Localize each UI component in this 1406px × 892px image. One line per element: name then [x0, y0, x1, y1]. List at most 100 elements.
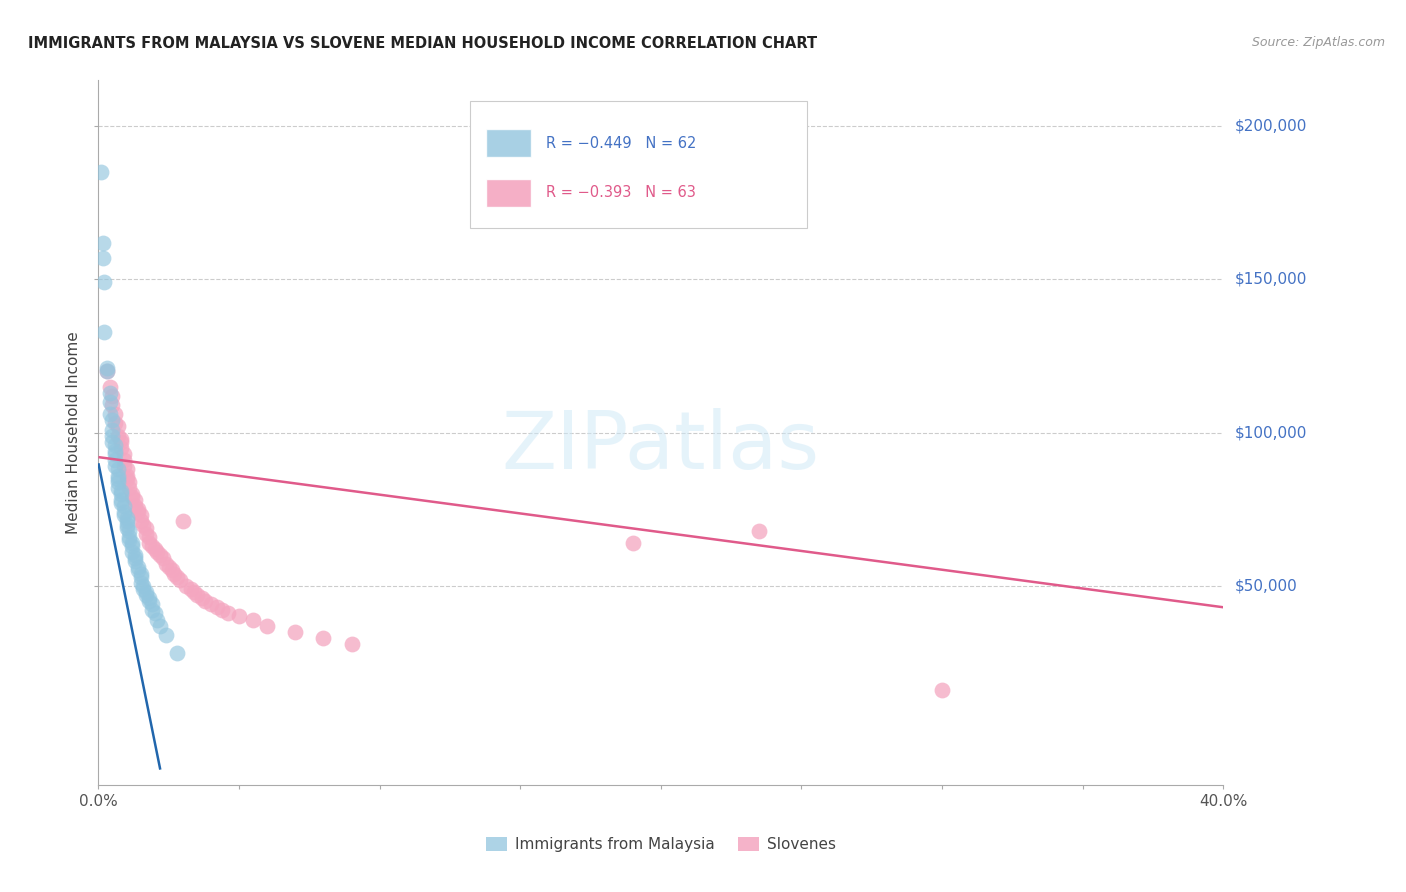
Point: [93, 251, 115, 265]
Point: [211, 603, 233, 617]
Point: [129, 508, 152, 523]
Point: [115, 511, 138, 525]
Point: [129, 569, 152, 583]
Text: Source: ZipAtlas.com: Source: ZipAtlas.com: [1251, 36, 1385, 49]
Point: [96, 364, 118, 378]
Point: [121, 539, 143, 553]
Point: [138, 530, 160, 544]
Point: [166, 646, 188, 660]
Point: [107, 481, 129, 495]
Point: [101, 413, 124, 427]
Point: [160, 564, 183, 578]
Point: [135, 585, 157, 599]
Point: [228, 609, 250, 624]
Point: [146, 545, 169, 559]
Point: [129, 515, 152, 529]
Point: [748, 524, 770, 538]
Point: [112, 499, 135, 513]
Point: [118, 481, 141, 495]
Point: [217, 607, 239, 621]
Point: [121, 487, 143, 501]
Point: [110, 432, 132, 446]
Point: [118, 533, 141, 547]
Point: [110, 487, 132, 501]
Point: [104, 417, 127, 431]
Text: $50,000: $50,000: [1234, 578, 1298, 593]
Point: [132, 579, 155, 593]
Point: [127, 502, 149, 516]
Point: [124, 551, 146, 566]
Point: [186, 588, 208, 602]
Point: [118, 530, 141, 544]
Point: [118, 475, 141, 489]
Point: [90, 165, 112, 179]
Point: [107, 468, 129, 483]
Point: [163, 566, 186, 581]
Point: [104, 438, 127, 452]
Point: [104, 407, 127, 421]
Point: [93, 276, 115, 290]
Point: [141, 603, 163, 617]
Point: [104, 447, 127, 461]
Point: [115, 517, 138, 532]
Point: [143, 607, 166, 621]
Point: [112, 453, 135, 467]
Point: [166, 569, 188, 583]
Y-axis label: Median Household Income: Median Household Income: [66, 331, 82, 534]
Point: [141, 597, 163, 611]
Point: [621, 536, 644, 550]
Text: ZIPatlas: ZIPatlas: [502, 408, 820, 486]
Point: [149, 548, 172, 562]
Point: [112, 505, 135, 519]
Point: [110, 434, 132, 449]
Point: [152, 551, 174, 566]
Text: $200,000: $200,000: [1234, 119, 1306, 134]
Point: [242, 613, 264, 627]
Point: [101, 434, 124, 449]
Point: [256, 618, 278, 632]
Point: [155, 558, 177, 572]
Point: [96, 361, 118, 376]
Point: [135, 520, 157, 534]
FancyBboxPatch shape: [486, 129, 531, 157]
Point: [191, 591, 214, 605]
Point: [312, 631, 335, 645]
Point: [143, 542, 166, 557]
Point: [149, 618, 172, 632]
Point: [284, 624, 307, 639]
Point: [110, 496, 132, 510]
Point: [200, 597, 222, 611]
Point: [107, 475, 129, 489]
Point: [96, 364, 118, 378]
Point: [101, 428, 124, 442]
Point: [135, 526, 157, 541]
Point: [112, 459, 135, 474]
Point: [93, 325, 115, 339]
Point: [169, 573, 191, 587]
Point: [135, 588, 157, 602]
Point: [129, 575, 152, 590]
Point: [115, 468, 138, 483]
Point: [98, 379, 121, 393]
Point: [127, 505, 149, 519]
Point: [138, 536, 160, 550]
Point: [101, 389, 124, 403]
Point: [110, 483, 132, 498]
Point: [127, 560, 149, 574]
Point: [121, 536, 143, 550]
Point: [174, 579, 197, 593]
Point: [124, 499, 146, 513]
Point: [129, 566, 152, 581]
Point: [98, 385, 121, 400]
Point: [115, 520, 138, 534]
Point: [121, 490, 143, 504]
Point: [121, 545, 143, 559]
Point: [101, 423, 124, 437]
Point: [107, 419, 129, 434]
Point: [104, 459, 127, 474]
Point: [104, 444, 127, 458]
Point: [180, 582, 202, 596]
Point: [112, 508, 135, 523]
Point: [205, 600, 228, 615]
Point: [110, 441, 132, 455]
